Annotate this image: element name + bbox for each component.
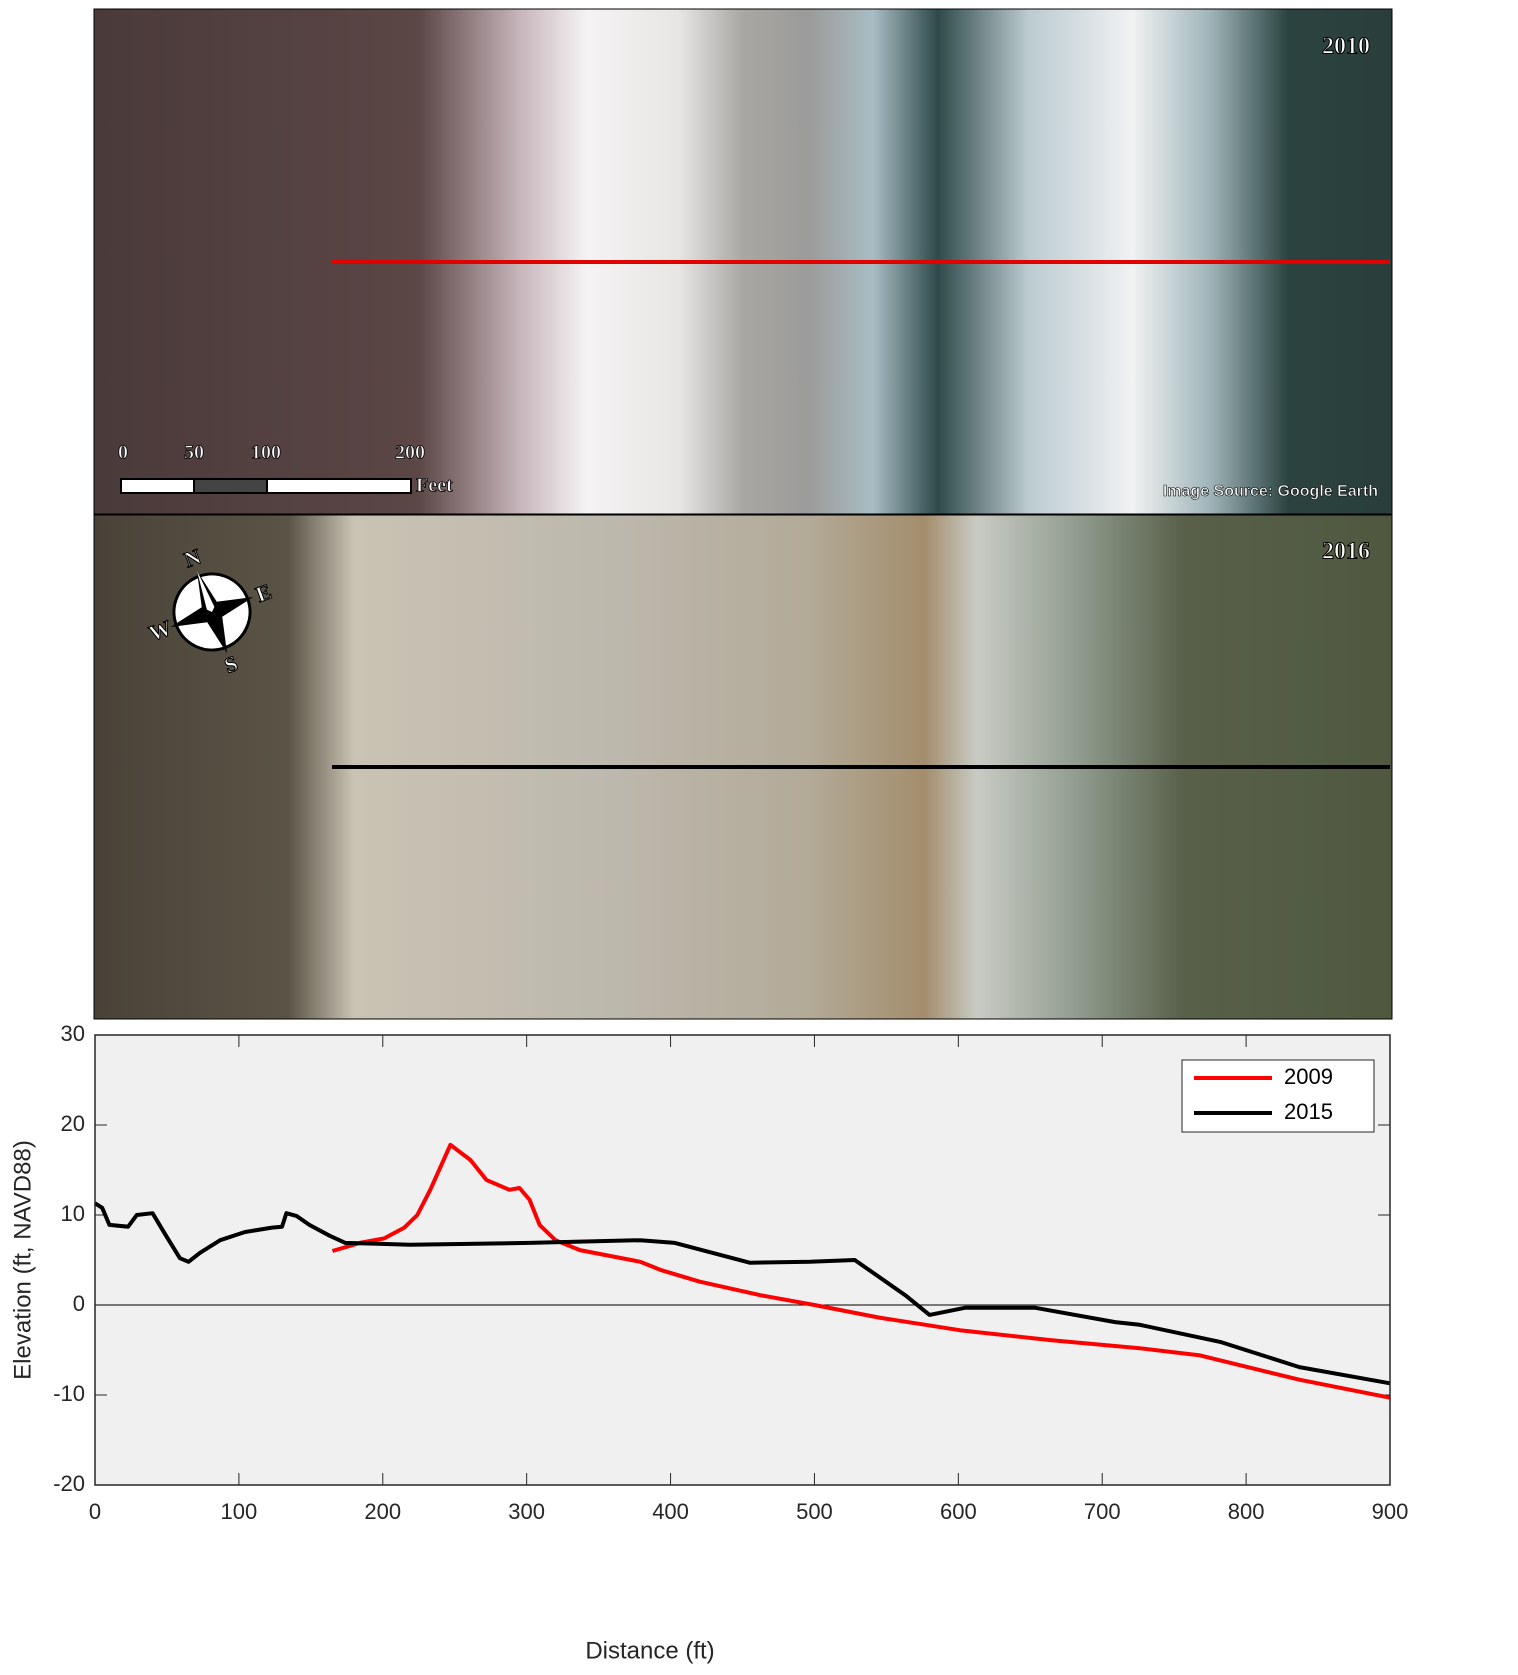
data-line: [331, 1142, 1391, 1400]
data-line: [93, 1201, 1391, 1386]
x-tick-label: 400: [652, 1499, 689, 1524]
scale-label: 200: [395, 442, 425, 464]
x-tick-label: 0: [89, 1499, 101, 1524]
y-tick-label: 10: [61, 1201, 85, 1226]
x-tick-label: 500: [796, 1499, 833, 1524]
x-tick-label: 700: [1084, 1499, 1121, 1524]
y-tick-label: -20: [53, 1471, 85, 1496]
x-tick-label: 200: [364, 1499, 401, 1524]
x-tick-label: 600: [940, 1499, 977, 1524]
legend-label: 2009: [1284, 1064, 1333, 1089]
year-label: 2016: [1322, 539, 1370, 565]
y-tick-label: -10: [53, 1381, 85, 1406]
scale-unit: Feet: [416, 475, 453, 497]
legend-box: [1181, 1059, 1375, 1133]
plot-frame: [94, 1034, 1391, 1486]
scale-label: 100: [251, 442, 281, 464]
scale-label: 0: [118, 442, 128, 464]
scale-label: 50: [184, 442, 204, 464]
scale-bar-segment: [193, 478, 268, 494]
image-source: Image Source: Google Earth: [1163, 483, 1378, 500]
legend-label: 2015: [1284, 1099, 1333, 1124]
chart: 0 100 200 300 400 500 600 700 800 900 -20 -10 0 10 20 3…: [53, 1021, 1408, 1524]
compass-star: [196, 570, 215, 612]
x-tick-label: 100: [221, 1499, 258, 1524]
x-tick-label: 900: [1372, 1499, 1409, 1524]
x-tick-label: 300: [508, 1499, 545, 1524]
scale-bar: 0 50 100 200 Feet: [118, 441, 454, 497]
y-tick-label: 0: [73, 1291, 85, 1316]
x-tick-label: 800: [1228, 1499, 1265, 1524]
y-tick-label: 20: [61, 1111, 85, 1136]
year-label: 2010: [1322, 34, 1370, 60]
y-tick-label: 30: [61, 1021, 85, 1046]
y-axis-label: Elevation (ft, NAVD88): [9, 1140, 36, 1380]
x-axis-label: Distance (ft): [585, 1637, 714, 1664]
